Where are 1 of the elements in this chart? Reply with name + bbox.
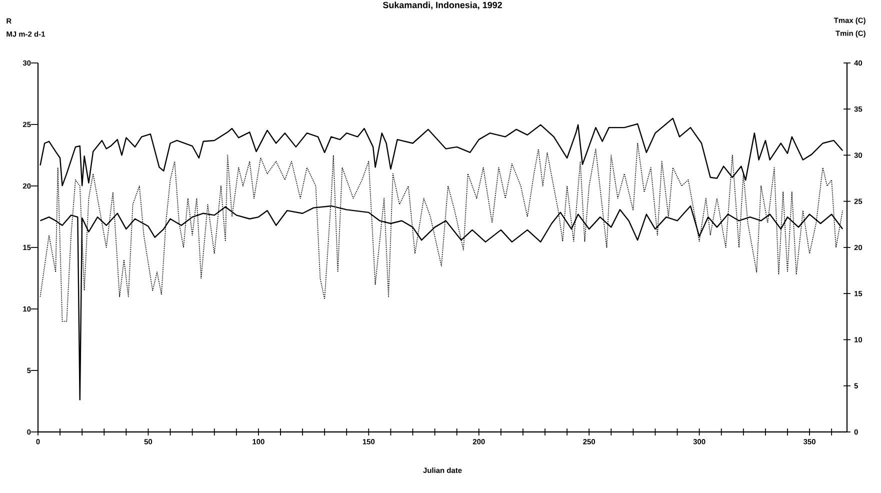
chart-title: Sukamandi, Indonesia, 1992 xyxy=(382,2,502,10)
